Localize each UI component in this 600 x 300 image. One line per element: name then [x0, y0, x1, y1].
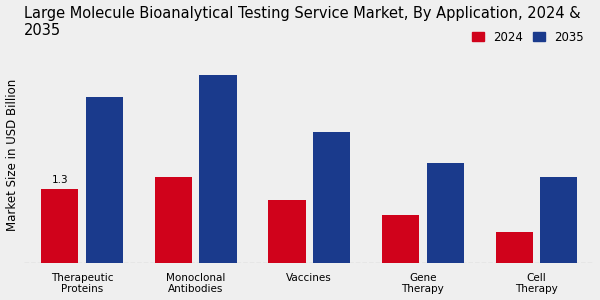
- Bar: [199, 75, 236, 263]
- Bar: [313, 132, 350, 263]
- Text: Large Molecule Bioanalytical Testing Service Market, By Application, 2024 &
2035: Large Molecule Bioanalytical Testing Ser…: [24, 6, 581, 38]
- Text: 1.3: 1.3: [52, 176, 68, 185]
- Legend: 2024, 2035: 2024, 2035: [467, 26, 589, 48]
- Bar: [427, 163, 464, 263]
- Bar: [155, 177, 192, 263]
- Bar: [541, 177, 577, 263]
- Bar: [41, 189, 78, 263]
- Bar: [382, 214, 419, 263]
- Y-axis label: Market Size in USD Billion: Market Size in USD Billion: [5, 79, 19, 231]
- Bar: [496, 232, 533, 263]
- Bar: [86, 98, 123, 263]
- Bar: [268, 200, 305, 263]
